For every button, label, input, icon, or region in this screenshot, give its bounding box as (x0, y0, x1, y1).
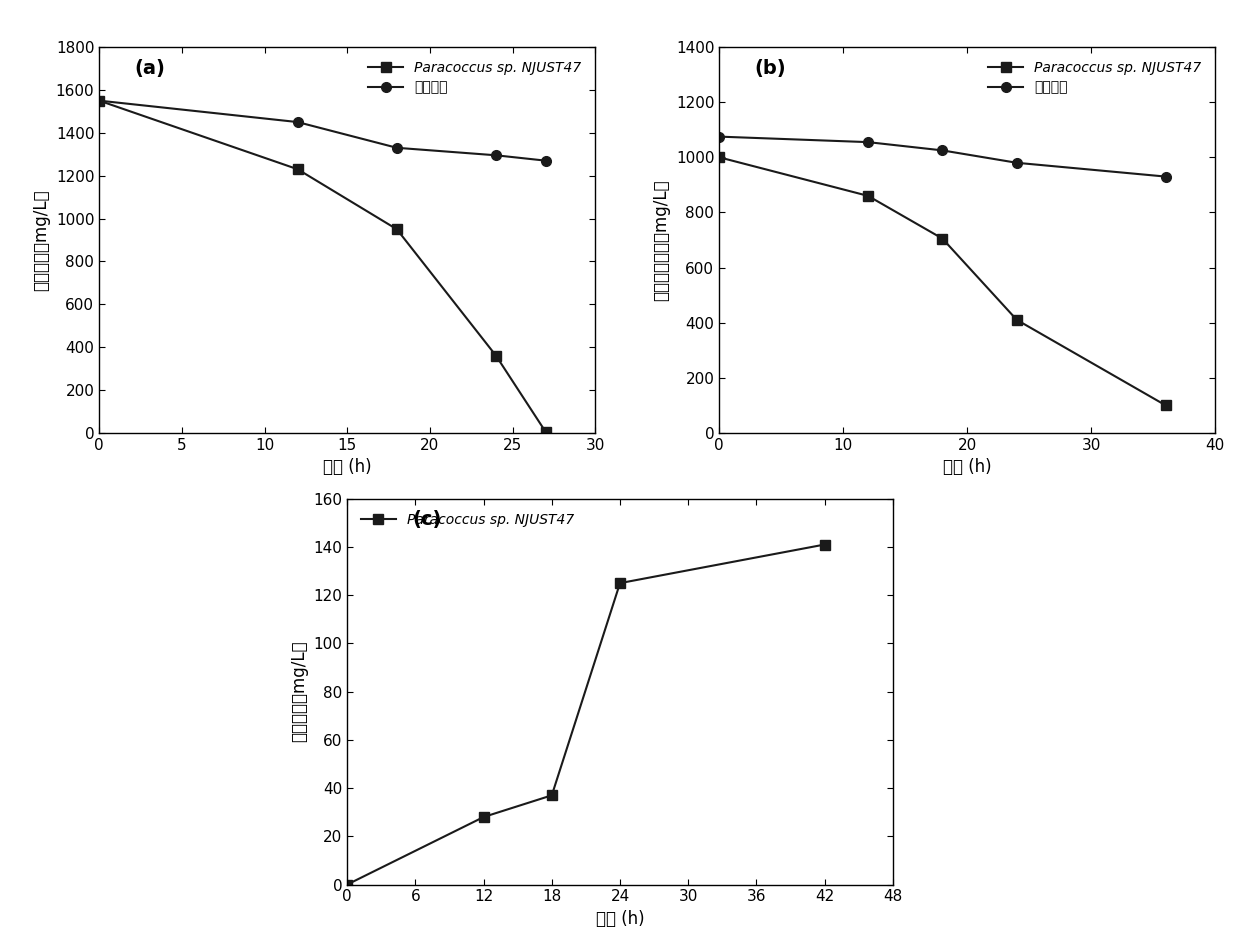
X-axis label: 时间 (h): 时间 (h) (595, 910, 645, 928)
Paracoccus sp. NJUST47 (290, 164, 305, 175)
空白对照 (861, 136, 875, 148)
空白对照 (712, 131, 727, 142)
Text: (c): (c) (413, 510, 441, 529)
Text: (b): (b) (754, 58, 786, 77)
空白对照 (538, 155, 553, 167)
Paracoccus sp. NJUST47 (1009, 314, 1024, 326)
Paracoccus sp. NJUST47 (861, 190, 875, 201)
Text: (a): (a) (134, 58, 165, 77)
Legend: Paracoccus sp. NJUST47, 空白对照: Paracoccus sp. NJUST47, 空白对照 (981, 54, 1208, 102)
Y-axis label: 吵啦浓度（mg/L）: 吵啦浓度（mg/L） (32, 189, 50, 291)
Paracoccus sp. NJUST47 (1158, 400, 1173, 411)
Paracoccus sp. NJUST47 (389, 224, 404, 235)
Paracoccus sp. NJUST47 (817, 539, 832, 550)
Line: Paracoccus sp. NJUST47: Paracoccus sp. NJUST47 (714, 152, 1171, 410)
Y-axis label: 氨氮浓度（mg/L）: 氨氮浓度（mg/L） (290, 641, 308, 742)
空白对照 (1009, 157, 1024, 168)
Paracoccus sp. NJUST47 (476, 811, 491, 822)
Paracoccus sp. NJUST47 (538, 426, 553, 438)
Paracoccus sp. NJUST47 (544, 789, 559, 801)
Line: 空白对照: 空白对照 (714, 132, 1171, 182)
空白对照 (389, 142, 404, 153)
Paracoccus sp. NJUST47 (613, 578, 627, 589)
Legend: Paracoccus sp. NJUST47: Paracoccus sp. NJUST47 (355, 505, 582, 534)
Legend: Paracoccus sp. NJUST47, 空白对照: Paracoccus sp. NJUST47, 空白对照 (361, 54, 588, 102)
Paracoccus sp. NJUST47 (712, 152, 727, 163)
空白对照 (1158, 171, 1173, 183)
Line: Paracoccus sp. NJUST47: Paracoccus sp. NJUST47 (342, 540, 830, 889)
空白对照 (935, 145, 950, 156)
Line: 空白对照: 空白对照 (94, 96, 551, 166)
空白对照 (92, 95, 107, 106)
空白对照 (489, 150, 503, 161)
X-axis label: 时间 (h): 时间 (h) (322, 458, 372, 476)
Paracoccus sp. NJUST47 (340, 879, 355, 890)
X-axis label: 时间 (h): 时间 (h) (942, 458, 992, 476)
空白对照 (290, 117, 305, 128)
Paracoccus sp. NJUST47 (92, 95, 107, 106)
Y-axis label: 总有机碳浓度（mg/L）: 总有机碳浓度（mg/L） (652, 179, 671, 301)
Paracoccus sp. NJUST47 (489, 350, 503, 361)
Paracoccus sp. NJUST47 (935, 233, 950, 245)
Line: Paracoccus sp. NJUST47: Paracoccus sp. NJUST47 (94, 96, 551, 437)
